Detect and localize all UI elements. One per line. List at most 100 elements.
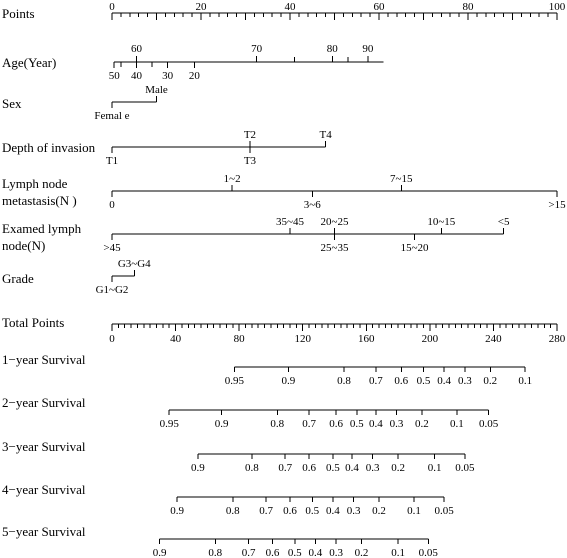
- examed-label: node(N): [2, 238, 45, 253]
- sex-label: Sex: [2, 96, 22, 111]
- survival-5y-tick-label: 0.2: [355, 547, 369, 558]
- survival-5y-tick-label: 0.1: [391, 547, 405, 558]
- survival-2y-tick-label: 0.5: [350, 418, 364, 430]
- sex-tick-label: Femal e: [94, 110, 129, 122]
- depth-tick-label: T1: [106, 155, 118, 167]
- total-points-tick-label: 240: [485, 333, 502, 345]
- survival-1y-tick-label: 0.7: [369, 375, 383, 387]
- survival-4y-tick-label: 0.8: [226, 505, 240, 517]
- depth-tick-label: T2: [244, 129, 256, 141]
- points-tick-label: 100: [549, 1, 566, 13]
- survival-5y-tick-label: 0.4: [309, 547, 323, 558]
- survival-2y-tick-label: 0.7: [302, 418, 316, 430]
- depth-label: Depth of invasion: [2, 140, 96, 155]
- survival-2y-tick-label: 0.05: [479, 418, 499, 430]
- survival-5y-tick-label: 0.9: [153, 547, 167, 558]
- lymph-node-label: metastasis(N ): [2, 193, 77, 208]
- age-tick-label: 80: [327, 43, 339, 55]
- survival-1y-tick-label: 0.4: [437, 375, 451, 387]
- survival-1y-tick-label: 0.1: [518, 375, 532, 387]
- survival-2y-tick-label: 0.6: [329, 418, 343, 430]
- sex-tick-label: Male: [145, 84, 168, 96]
- survival-1y-label: 1−year Survival: [2, 352, 86, 367]
- total-points-tick-label: 40: [170, 333, 182, 345]
- total-points-tick-label: 160: [358, 333, 375, 345]
- lymph-node-tick-label: >15: [548, 199, 566, 211]
- age-tick-label: 50: [109, 70, 121, 82]
- survival-3y-tick-label: 0.2: [391, 462, 405, 474]
- survival-3y-label: 3−year Survival: [2, 439, 86, 454]
- survival-3y-tick-label: 0.7: [278, 462, 292, 474]
- points-tick-label: 40: [285, 1, 297, 13]
- survival-3y-tick-label: 0.3: [366, 462, 380, 474]
- points-tick-label: 20: [196, 1, 208, 13]
- age-tick-label: 70: [251, 43, 263, 55]
- survival-3y-tick-label: 0.1: [428, 462, 442, 474]
- examed-tick-label: 10~15: [427, 216, 455, 228]
- grade-label: Grade: [2, 271, 34, 286]
- examed-tick-label: 35~45: [276, 216, 304, 228]
- survival-2y-tick-label: 0.2: [415, 418, 429, 430]
- survival-3y-tick-label: 0.5: [326, 462, 340, 474]
- lymph-node-label: Lymph node: [2, 176, 68, 191]
- points-label: Points: [2, 6, 35, 21]
- examed-tick-label: 25~35: [321, 242, 349, 254]
- total-points-label: Total Points: [2, 315, 64, 330]
- age-tick-label: 90: [362, 43, 374, 55]
- survival-2y-tick-label: 0.3: [390, 418, 404, 430]
- survival-4y-tick-label: 0.1: [407, 505, 421, 517]
- survival-5y-label: 5−year Survival: [2, 524, 86, 539]
- age-label: Age(Year): [2, 55, 56, 70]
- points-tick-label: 80: [463, 1, 475, 13]
- age-tick-label: 60: [131, 43, 143, 55]
- grade-tick-label: G3~G4: [118, 258, 151, 270]
- survival-2y-tick-label: 0.9: [215, 418, 229, 430]
- total-points-tick-label: 280: [549, 333, 566, 345]
- examed-label: Examed lymph: [2, 221, 82, 236]
- survival-2y-tick-label: 0.4: [369, 418, 383, 430]
- age-tick-label: 40: [131, 70, 143, 82]
- survival-4y-tick-label: 0.2: [372, 505, 386, 517]
- depth-tick-label: T4: [319, 129, 332, 141]
- points-tick-label: 60: [374, 1, 386, 13]
- survival-4y-tick-label: 0.3: [347, 505, 361, 517]
- examed-tick-label: >45: [103, 242, 121, 254]
- total-points-tick-label: 80: [234, 333, 246, 345]
- lymph-node-tick-label: 0: [109, 199, 115, 211]
- survival-5y-tick-label: 0.6: [266, 547, 280, 558]
- survival-3y-tick-label: 0.9: [191, 462, 205, 474]
- survival-4y-tick-label: 0.6: [283, 505, 297, 517]
- total-points-tick-label: 0: [109, 333, 115, 345]
- survival-1y-tick-label: 0.9: [282, 375, 296, 387]
- survival-2y-tick-label: 0.95: [160, 418, 180, 430]
- survival-3y-tick-label: 0.6: [302, 462, 316, 474]
- examed-tick-label: <5: [498, 216, 510, 228]
- survival-3y-tick-label: 0.4: [345, 462, 359, 474]
- age-tick-label: 30: [162, 70, 174, 82]
- lymph-node-tick-label: 1~2: [224, 173, 241, 185]
- survival-1y-tick-label: 0.95: [225, 375, 245, 387]
- depth-tick-label: T3: [244, 155, 257, 167]
- survival-4y-tick-label: 0.05: [435, 505, 455, 517]
- survival-5y-tick-label: 0.5: [288, 547, 302, 558]
- survival-4y-tick-label: 0.9: [170, 505, 184, 517]
- age-tick-label: 20: [189, 70, 201, 82]
- survival-1y-tick-label: 0.6: [394, 375, 408, 387]
- survival-5y-tick-label: 0.7: [242, 547, 256, 558]
- survival-1y-tick-label: 0.8: [337, 375, 351, 387]
- survival-4y-label: 4−year Survival: [2, 482, 86, 497]
- survival-4y-tick-label: 0.7: [259, 505, 273, 517]
- survival-5y-tick-label: 0.3: [329, 547, 343, 558]
- points-tick-label: 0: [109, 1, 115, 13]
- survival-2y-tick-label: 0.1: [450, 418, 464, 430]
- lymph-node-tick-label: 3~6: [304, 199, 321, 211]
- survival-3y-tick-label: 0.05: [455, 462, 475, 474]
- total-points-tick-label: 200: [422, 333, 439, 345]
- lymph-node-tick-label: 7~15: [390, 173, 413, 185]
- survival-5y-tick-label: 0.05: [419, 547, 439, 558]
- examed-tick-label: 15~20: [401, 242, 429, 254]
- survival-1y-tick-label: 0.5: [417, 375, 431, 387]
- grade-tick-label: G1~G2: [96, 284, 129, 296]
